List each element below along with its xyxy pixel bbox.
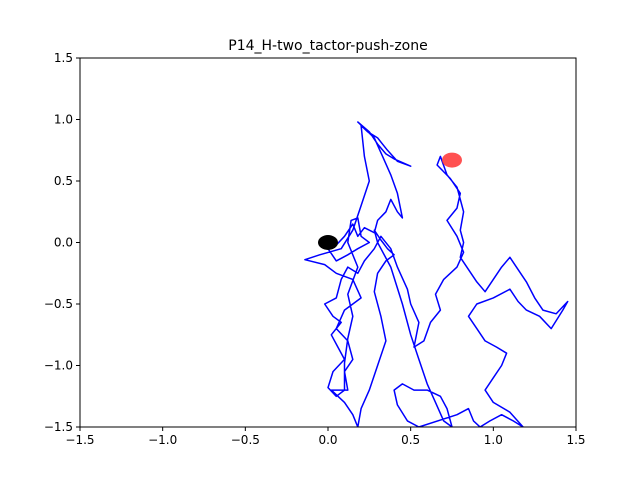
x-tick-label: −1.0 [148, 433, 177, 447]
y-tick-label: 1.0 [54, 113, 73, 127]
x-tick-label: −0.5 [231, 433, 260, 447]
x-tick-label: 1.0 [484, 433, 503, 447]
x-tick-label: −1.5 [65, 433, 94, 447]
plot-area [304, 121, 569, 427]
target-marker [442, 152, 462, 168]
x-tick-label: 0.0 [318, 433, 337, 447]
chart-title: P14_H-two_tactor-push-zone [228, 38, 427, 54]
y-tick-label: 0.0 [54, 236, 73, 250]
y-tick-label: 1.5 [54, 51, 73, 65]
y-tick-label: −1.0 [44, 359, 73, 373]
start-marker [318, 235, 338, 250]
x-tick-label: 1.5 [566, 433, 585, 447]
y-tick-label: −1.5 [44, 420, 73, 434]
x-tick-label: 0.5 [401, 433, 420, 447]
x-axis: −1.5 −1.0 −0.5 0.0 0.5 1.0 1.5 [65, 427, 586, 447]
y-tick-label: 0.5 [54, 174, 73, 188]
trajectory-line [304, 121, 569, 427]
y-axis: −1.5 −1.0 −0.5 0.0 0.5 1.0 1.5 [44, 51, 80, 434]
y-tick-label: −0.5 [44, 297, 73, 311]
